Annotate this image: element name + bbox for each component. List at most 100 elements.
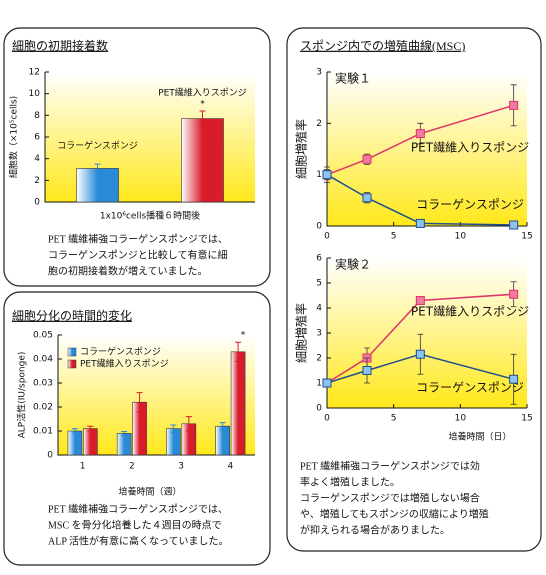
x-axis-label: 培養時間（日） xyxy=(448,431,511,443)
x-tick-label: 5 xyxy=(391,232,397,242)
bar xyxy=(76,168,119,203)
y-tick-label: 0.05 xyxy=(33,331,53,341)
y-axis-label: 細胞増殖率 xyxy=(294,119,309,179)
y-tick-label: 0.01 xyxy=(33,427,53,437)
plot-area xyxy=(327,72,527,226)
series-line xyxy=(326,353,514,384)
y-tick-label: 10 xyxy=(29,89,41,99)
x-axis-label: 培養時間（週） xyxy=(118,486,181,498)
annotation: 実験１ xyxy=(335,71,371,86)
caption-line: ALP 活性が有意に高くなっていました。 xyxy=(48,534,229,547)
y-tick-label: 0.02 xyxy=(33,403,53,413)
y-axis-label: 細胞数（×10⁵cells) xyxy=(8,96,20,178)
marker xyxy=(415,296,425,305)
x-tick-label: 4 xyxy=(228,462,234,472)
caption-line: PET 繊維補強コラーゲンスポンジでは効 xyxy=(300,459,480,472)
marker xyxy=(322,378,332,388)
series-label: PET繊維入りスポンジ xyxy=(411,305,529,319)
y-tick-label: 0.03 xyxy=(33,379,53,389)
bar xyxy=(215,425,230,456)
bar xyxy=(181,118,224,203)
annotation: * xyxy=(200,100,205,110)
bar xyxy=(230,351,246,456)
caption-line: が抑えられる場合がありました。 xyxy=(300,523,450,536)
chart-title: スポンジ内での増殖曲線(MSC) xyxy=(300,38,465,53)
marker xyxy=(415,218,425,228)
error-bar xyxy=(170,424,177,433)
y-tick-label: 2 xyxy=(316,119,322,129)
marker xyxy=(415,349,425,359)
y-axis-label: ALP活性(IU/sponge) xyxy=(16,352,28,439)
y-tick-label: 0 xyxy=(316,404,322,414)
marker xyxy=(509,289,519,299)
error-bar xyxy=(185,416,192,432)
caption-line: コラーゲンスポンジと比較して有意に細 xyxy=(48,248,228,261)
error-bar xyxy=(199,110,206,127)
x-tick-label: 10 xyxy=(455,232,467,242)
annotation: 実験２ xyxy=(335,257,371,272)
x-tick-label: 1 xyxy=(80,462,86,472)
y-tick-label: 4 xyxy=(34,154,40,164)
annotation: * xyxy=(241,331,246,341)
x-axis-label: 1x10⁶cells播種６時間後 xyxy=(100,210,200,222)
series-line xyxy=(326,174,514,226)
caption-line: 胞の初期接着数が増えていました。 xyxy=(48,264,208,277)
y-tick-label: 2 xyxy=(316,354,322,364)
series-label: PET繊維入りスポンジ xyxy=(411,141,529,155)
chart-title: 細胞分化の時間的変化 xyxy=(12,308,132,323)
error-bar xyxy=(71,428,78,434)
error-bar xyxy=(94,163,101,174)
legend-label: コラーゲンスポンジ xyxy=(80,346,161,358)
y-tick-label: 6 xyxy=(34,133,40,143)
x-tick-label: 0 xyxy=(324,414,330,424)
x-tick-label: 15 xyxy=(521,414,532,424)
category-label: コラーゲンスポンジ xyxy=(57,140,138,152)
legend-label: PET繊維入りスポンジ xyxy=(80,358,169,370)
y-tick-label: 0 xyxy=(47,451,53,461)
y-tick-label: 6 xyxy=(316,254,322,264)
x-tick-label: 2 xyxy=(129,462,135,472)
error-bar xyxy=(235,341,242,362)
x-tick-label: 10 xyxy=(455,414,467,424)
x-tick-label: 5 xyxy=(391,414,397,424)
error-bar xyxy=(121,430,128,436)
marker xyxy=(509,100,519,110)
y-tick-label: 1 xyxy=(316,379,322,389)
marker xyxy=(322,170,332,180)
caption-line: 率よく増殖しました。 xyxy=(300,475,400,488)
y-tick-label: 0.04 xyxy=(33,355,53,365)
marker xyxy=(362,366,372,375)
y-tick-label: 5 xyxy=(316,279,322,289)
caption-line: コラーゲンスポンジでは増殖しない場合 xyxy=(300,491,480,504)
chart-title: 細胞の初期接着数 xyxy=(12,38,108,53)
y-tick-label: 2 xyxy=(34,176,40,186)
error-bar xyxy=(136,392,143,413)
caption-line: や、増殖してもスポンジの収縮により増殖 xyxy=(300,507,489,520)
series-line xyxy=(326,104,514,176)
y-tick-label: 1 xyxy=(316,170,322,180)
marker xyxy=(415,129,425,139)
bar xyxy=(83,428,98,456)
y-tick-label: 0 xyxy=(316,222,322,232)
caption-line: PET 繊維補強コラーゲンスポンジでは、 xyxy=(48,502,228,515)
category-label: PET繊維入りスポンジ xyxy=(158,87,247,99)
y-tick-label: 4 xyxy=(316,304,322,314)
caption-line: PET 繊維補強コラーゲンスポンジでは、 xyxy=(48,232,228,245)
marker xyxy=(362,154,372,164)
legend-swatch xyxy=(67,359,77,369)
bar xyxy=(67,430,83,456)
y-tick-label: 0 xyxy=(34,198,40,208)
plot-area xyxy=(327,258,527,408)
caption-line: MSC を骨分化培養した４週目の時点で xyxy=(48,518,222,531)
marker xyxy=(362,193,372,203)
error-bar xyxy=(219,422,226,431)
y-tick-label: 8 xyxy=(34,111,40,121)
x-tick-label: 0 xyxy=(324,232,330,242)
legend-swatch xyxy=(67,347,77,357)
y-tick-label: 12 xyxy=(29,68,40,78)
series-label: コラーゲンスポンジ xyxy=(416,381,524,395)
bar xyxy=(116,433,132,456)
marker xyxy=(509,374,519,384)
series-label: コラーゲンスポンジ xyxy=(416,198,524,212)
